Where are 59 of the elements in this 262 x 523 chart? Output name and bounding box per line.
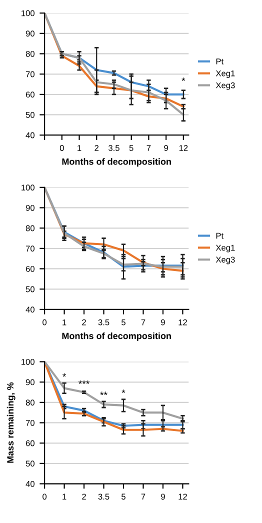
y-tick-label: 100 (22, 184, 34, 191)
y-tick-label: 40 (26, 132, 34, 138)
x-tick-label: 5 (129, 145, 134, 151)
legend-label: Xeg3 (216, 256, 235, 264)
annotation: * (62, 373, 66, 377)
y-tick-label: 60 (26, 440, 34, 446)
y-axis-title: Mass remaining, % (6, 382, 16, 463)
y-tick-label: 70 (26, 246, 34, 252)
x-tick-label: 0 (60, 145, 64, 151)
annotation: * (122, 390, 126, 394)
annotation: * (182, 78, 186, 81)
y-tick-label: 40 (26, 306, 34, 313)
x-tick-label: 12 (178, 319, 187, 326)
x-tick-label: 0 (42, 319, 47, 326)
x-tick-label: 5 (122, 319, 126, 326)
legend-label: Xeg3 (216, 82, 235, 90)
x-axis-title: Months of decomposition (62, 332, 171, 341)
x-tick-label: 9 (161, 494, 165, 500)
y-tick-label: 60 (26, 266, 34, 272)
x-tick-label: 2 (94, 145, 99, 151)
y-tick-label: 80 (26, 225, 34, 232)
x-tick-label: 3.5 (98, 319, 110, 326)
annotation: *** (78, 380, 90, 384)
legend-label: Pt (216, 58, 224, 64)
x-tick-label: 3.5 (108, 145, 120, 151)
y-tick-label: 80 (26, 50, 34, 57)
legend-label: Pt (216, 232, 224, 239)
y-tick-label: 50 (26, 112, 34, 118)
y-tick-label: 90 (26, 204, 34, 211)
x-tick-label: 7 (141, 319, 146, 326)
x-tick-label: 5 (122, 494, 126, 500)
x-tick-label: 7 (141, 494, 146, 500)
x-tick-label: 1 (62, 319, 66, 326)
x-tick-label: 0 (42, 494, 47, 500)
x-tick-label: 1 (62, 494, 66, 500)
x-tick-label: 7 (146, 145, 151, 151)
annotation: ** (100, 392, 108, 396)
legend-label: Xeg1 (216, 70, 235, 78)
y-tick-label: 60 (26, 92, 34, 98)
x-tick-label: 9 (164, 145, 168, 151)
x-tick-label: 12 (179, 145, 188, 151)
y-tick-label: 80 (26, 400, 34, 406)
y-tick-label: 70 (26, 420, 34, 426)
x-tick-label: 3.5 (98, 494, 110, 500)
y-tick-label: 50 (26, 286, 34, 292)
y-tick-label: 90 (26, 30, 34, 37)
y-tick-label: 100 (22, 358, 34, 365)
y-tick-label: 90 (26, 379, 34, 386)
x-tick-label: 2 (82, 319, 86, 326)
x-tick-label: 2 (82, 494, 86, 500)
y-tick-label: 100 (22, 10, 34, 16)
x-axis-title: Months of decomposition (62, 158, 171, 167)
y-tick-label: 70 (26, 71, 34, 78)
x-tick-label: 12 (178, 494, 187, 500)
legend-label: Xeg1 (216, 244, 235, 252)
y-tick-label: 40 (26, 480, 34, 487)
y-tick-label: 50 (26, 460, 34, 467)
x-tick-label: 9 (161, 319, 165, 326)
x-tick-label: 1 (78, 145, 82, 151)
